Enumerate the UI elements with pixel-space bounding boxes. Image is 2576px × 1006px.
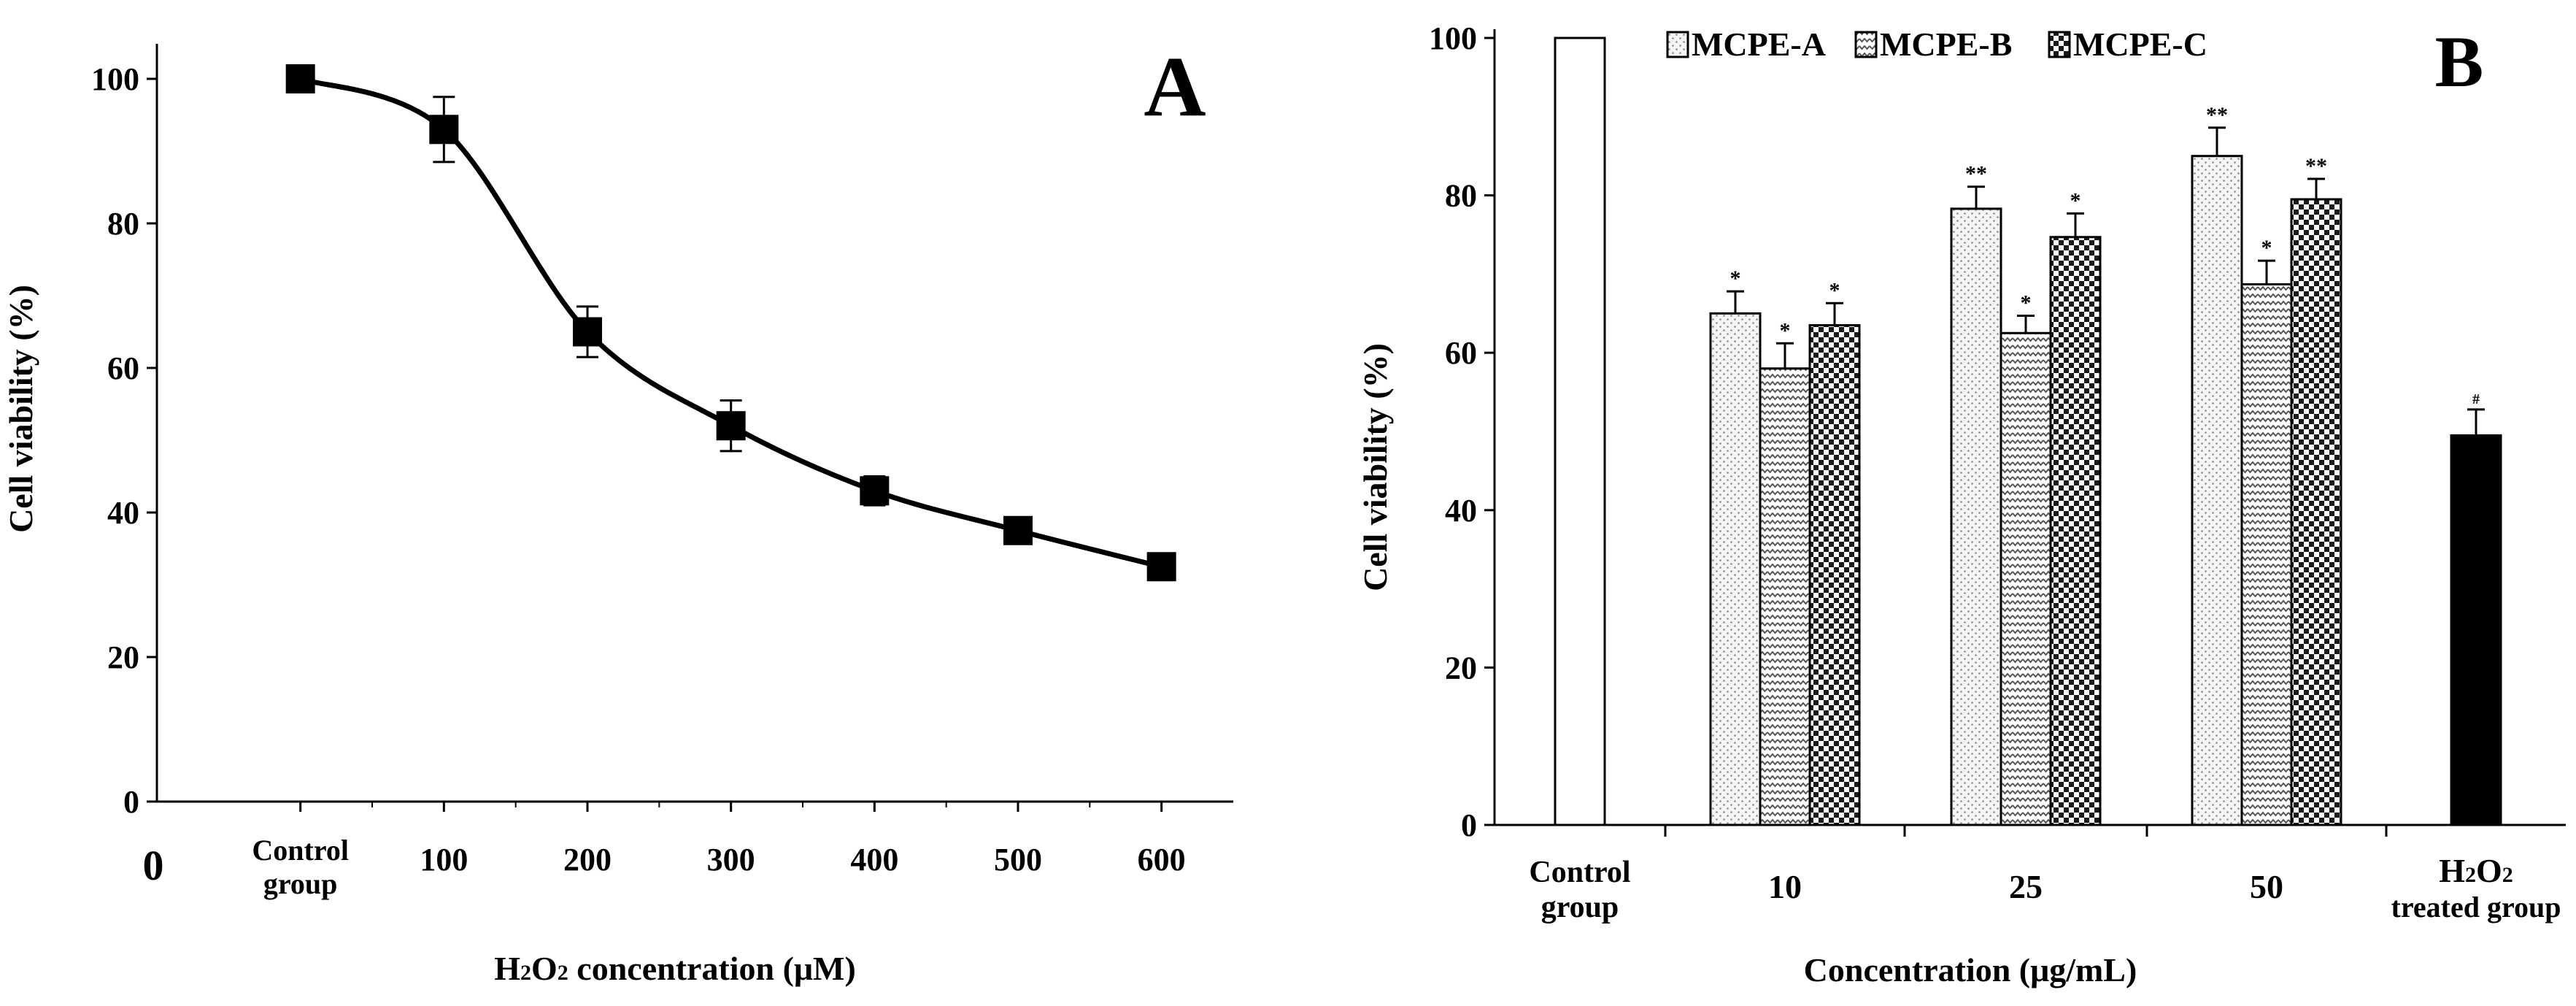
panel-a-y-tick-label: 100 <box>91 61 139 97</box>
legend-label-mcpe-c: MCPE-C <box>2073 26 2207 63</box>
panel-b-label: B <box>2435 21 2484 102</box>
legend-swatch-mcpe-b <box>1854 31 1878 58</box>
panel-a-data-point <box>1146 552 1176 582</box>
legend-swatch-mcpe-a <box>1666 31 1689 58</box>
panel-b-bar-C <box>2049 236 2102 826</box>
panel-a-chart: A Cell viability (%) H2O2 concentration … <box>2 39 1233 987</box>
panel-b-bar-h2o2 <box>2450 434 2502 826</box>
panel-b-significance-mark: * <box>1829 278 1840 302</box>
panel-a-x-tick-label: group <box>263 867 338 900</box>
panel-a-y-tick-label: 80 <box>107 206 139 242</box>
panel-a-y-tick-label: 40 <box>107 495 139 531</box>
panel-a-origin-label: 0 <box>143 842 164 889</box>
panel-b-bar-C <box>1808 323 1861 826</box>
panel-b-bar-B <box>2000 331 2052 826</box>
legend-label-mcpe-b: MCPE-B <box>1880 26 2012 63</box>
panel-b-x-tick-label: 50 <box>2250 868 2283 905</box>
panel-b-x-tick-label: 25 <box>2009 868 2043 905</box>
panel-a-y-tick-label: 0 <box>123 784 139 820</box>
panel-a-x-tick-label: Control <box>252 834 349 867</box>
panel-a-data-point <box>573 317 602 347</box>
panel-b-chart: B Cell viability (%) Concentration (μg/m… <box>1357 20 2566 988</box>
panel-a-label: A <box>1144 39 1206 134</box>
panel-b-bar-A <box>1950 207 2002 826</box>
panel-b-x-axis-label: Concentration (μg/mL) <box>1804 951 2137 988</box>
panel-a-x-axis-label: H2O2 concentration (μM) <box>494 950 856 987</box>
panel-b-y-tick-label: 40 <box>1445 493 1477 529</box>
panel-a-series-line <box>299 76 1162 569</box>
panel-b-significance-mark: ** <box>2206 103 2228 127</box>
panel-a-data-point <box>860 476 890 506</box>
panel-b-x-tick-label: treated group <box>2391 891 2561 924</box>
panel-b-bar-A <box>2191 155 2243 826</box>
panel-b-x-tick-label: Control <box>1529 856 1630 889</box>
panel-b-significance-mark: * <box>1730 266 1741 291</box>
panel-a-x-tick-label: 300 <box>707 842 755 878</box>
panel-b-x-tick-label: H2O2 <box>2439 852 2513 889</box>
panel-a-data-point <box>716 411 746 441</box>
panel-b-significance-mark: ** <box>2305 154 2327 178</box>
legend-swatch-mcpe-c <box>2048 31 2071 58</box>
legend-label-mcpe-a: MCPE-A <box>1692 26 1826 63</box>
panel-b-y-tick-label: 20 <box>1445 650 1477 686</box>
panel-b-legend: MCPE-A MCPE-B MCPE-C <box>1666 26 2207 63</box>
panel-a-y-tick-label: 20 <box>107 640 139 675</box>
panel-b-significance-mark: * <box>2021 291 2032 315</box>
panel-b-y-tick-label: 80 <box>1445 178 1477 214</box>
panel-b-bar-control <box>1554 37 1606 826</box>
panel-b-significance-mark: * <box>1780 318 1791 342</box>
panel-b-bar-B <box>2240 283 2293 826</box>
panel-a-x-tick-label: 600 <box>1138 842 1186 878</box>
panel-a-x-tick-label: 400 <box>850 842 898 878</box>
panel-b-x-tick-label: 10 <box>1768 868 1802 905</box>
panel-b-bar-C <box>2290 198 2342 826</box>
panel-a-y-axis-label: Cell viability (%) <box>2 285 39 533</box>
panel-a-x-tick-label: 500 <box>994 842 1042 878</box>
panel-b-bar-B <box>1759 367 1811 826</box>
panel-a-data-point <box>285 64 315 93</box>
panel-b-x-tick-label: group <box>1541 891 1619 924</box>
panel-b-significance-mark: * <box>2261 236 2272 260</box>
panel-b-y-tick-label: 60 <box>1445 335 1477 371</box>
panel-b-y-axis-label: Cell viability (%) <box>1357 343 1394 591</box>
panel-a-data-point <box>429 115 459 145</box>
panel-a-x-tick-label: 100 <box>420 842 468 878</box>
panel-b-significance-mark: * <box>2070 188 2081 212</box>
panel-a-x-tick-label: 200 <box>563 842 612 878</box>
panel-b-significance-mark: ** <box>1965 162 1987 186</box>
panel-a-data-point <box>1003 515 1033 545</box>
panel-a-y-tick-label: 60 <box>107 350 139 386</box>
panel-b-y-tick-label: 0 <box>1461 807 1477 843</box>
panel-b-y-tick-label: 100 <box>1429 20 1477 56</box>
panel-b-bar-A <box>1709 312 1762 826</box>
panel-b-significance-mark: # <box>2472 391 2480 407</box>
